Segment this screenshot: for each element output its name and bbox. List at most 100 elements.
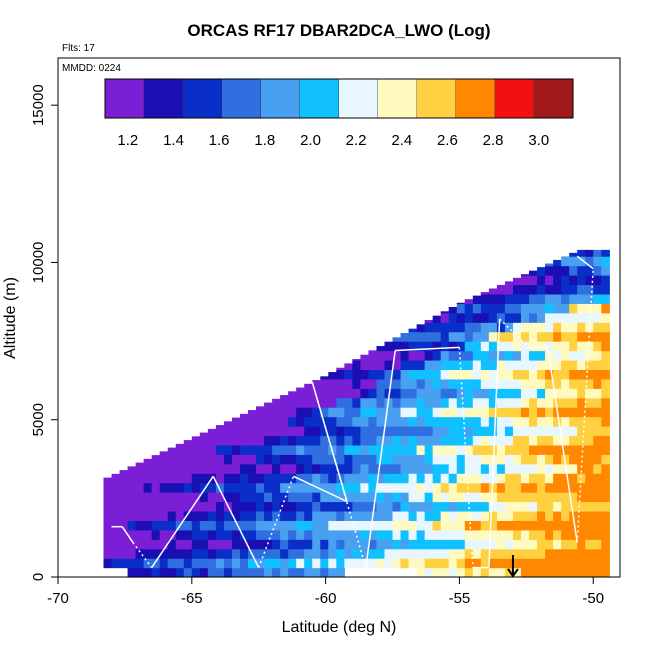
heatmap-cell — [183, 454, 193, 465]
heatmap-cell — [256, 558, 265, 569]
heatmap-cell — [199, 492, 209, 503]
heatmap-cell — [360, 397, 370, 408]
heatmap-cell — [601, 359, 610, 370]
heatmap-cell — [456, 558, 466, 569]
heatmap-cell — [336, 558, 345, 569]
heatmap-cell — [231, 510, 241, 521]
heatmap-cell — [593, 331, 602, 342]
heatmap-cell — [408, 492, 418, 503]
flight-track-segment — [546, 347, 578, 543]
heatmap-cell — [408, 426, 418, 437]
heatmap-cell — [352, 539, 362, 550]
heatmap-cell — [601, 520, 610, 531]
heatmap-cell — [432, 567, 442, 578]
heatmap-cell — [408, 473, 418, 484]
heatmap-cell — [545, 397, 554, 408]
heatmap-cell — [545, 529, 554, 540]
colorbar-swatch — [378, 79, 418, 118]
heatmap-cell — [103, 482, 113, 493]
heatmap-cell — [577, 454, 586, 465]
heatmap-cell — [312, 529, 321, 540]
heatmap-cell — [408, 331, 418, 342]
heatmap-cell — [135, 520, 145, 531]
heatmap-cell — [159, 558, 169, 569]
heatmap-cell — [529, 558, 538, 569]
heatmap-cell — [248, 520, 257, 531]
heatmap-cell — [111, 501, 121, 512]
heatmap-cell — [408, 444, 418, 455]
heatmap-cell — [392, 337, 402, 342]
heatmap-cell — [577, 567, 586, 578]
heatmap-cell — [280, 539, 289, 550]
heatmap-cell — [151, 558, 161, 569]
heatmap-cell — [264, 501, 273, 512]
heatmap-cell — [504, 510, 514, 521]
heatmap-cell — [424, 501, 434, 512]
heatmap-cell — [183, 548, 193, 559]
heatmap-cell — [400, 529, 410, 540]
heatmap-cell — [529, 482, 538, 493]
heatmap-cell — [480, 407, 490, 418]
heatmap-cell — [553, 558, 562, 569]
flight-track-segment — [499, 318, 530, 348]
heatmap-cell — [376, 397, 386, 408]
heatmap-cell — [432, 454, 442, 465]
colorbar-swatch — [105, 79, 145, 118]
heatmap-cell — [585, 397, 594, 408]
heatmap-cell — [432, 397, 442, 408]
heatmap-cell — [488, 416, 498, 427]
heatmap-cell — [512, 463, 522, 474]
heatmap-cell — [545, 558, 554, 569]
heatmap-cell — [360, 426, 370, 437]
heatmap-cell — [344, 388, 353, 399]
heatmap-cell — [392, 341, 402, 352]
heatmap-cell — [512, 492, 522, 503]
heatmap-cell — [472, 501, 482, 512]
heatmap-cell — [496, 312, 506, 323]
heatmap-cell — [248, 510, 257, 521]
heatmap-cell — [440, 529, 450, 540]
heatmap-cell — [272, 510, 281, 521]
heatmap-cell — [480, 501, 490, 512]
heatmap-cell — [384, 444, 394, 455]
heatmap-cell — [400, 444, 410, 455]
heatmap-cell — [304, 454, 313, 465]
heatmap-cell — [561, 435, 570, 446]
heatmap-cell — [561, 482, 570, 493]
heatmap-cell — [111, 529, 121, 540]
heatmap-cell — [296, 501, 305, 512]
heatmap-cell — [440, 492, 450, 503]
heatmap-cell — [328, 378, 337, 389]
heatmap-cell — [529, 463, 538, 474]
heatmap-cell — [593, 520, 602, 531]
heatmap-cell — [504, 548, 514, 559]
heatmap-cell — [304, 407, 313, 418]
heatmap-cell — [376, 369, 386, 380]
heatmap-cell — [215, 501, 225, 512]
heatmap-cell — [256, 426, 265, 437]
heatmap-cell — [480, 548, 490, 559]
heatmap-cell — [376, 482, 386, 493]
heatmap-cell — [207, 428, 217, 437]
heatmap-cell — [392, 482, 402, 493]
heatmap-cell — [183, 492, 193, 503]
heatmap-cell — [199, 529, 209, 540]
heatmap-cell — [480, 463, 490, 474]
heatmap-cell — [585, 426, 594, 437]
heatmap-cell — [553, 275, 562, 286]
heatmap-cell — [328, 416, 337, 427]
heatmap-cell — [432, 492, 442, 503]
heatmap-cell — [360, 435, 370, 446]
heatmap-cell — [424, 558, 434, 569]
heatmap-cell — [512, 293, 522, 304]
heatmap-cell — [512, 350, 522, 361]
heatmap-cell — [569, 378, 578, 389]
heatmap-cell — [456, 501, 466, 512]
heatmap-cell — [504, 388, 514, 399]
heatmap-cell — [488, 444, 498, 455]
heatmap-cell — [529, 270, 538, 276]
heatmap-cell — [553, 259, 562, 267]
heatmap-cell — [520, 331, 530, 342]
heatmap-cell — [520, 369, 530, 380]
heatmap-cell — [256, 492, 265, 503]
